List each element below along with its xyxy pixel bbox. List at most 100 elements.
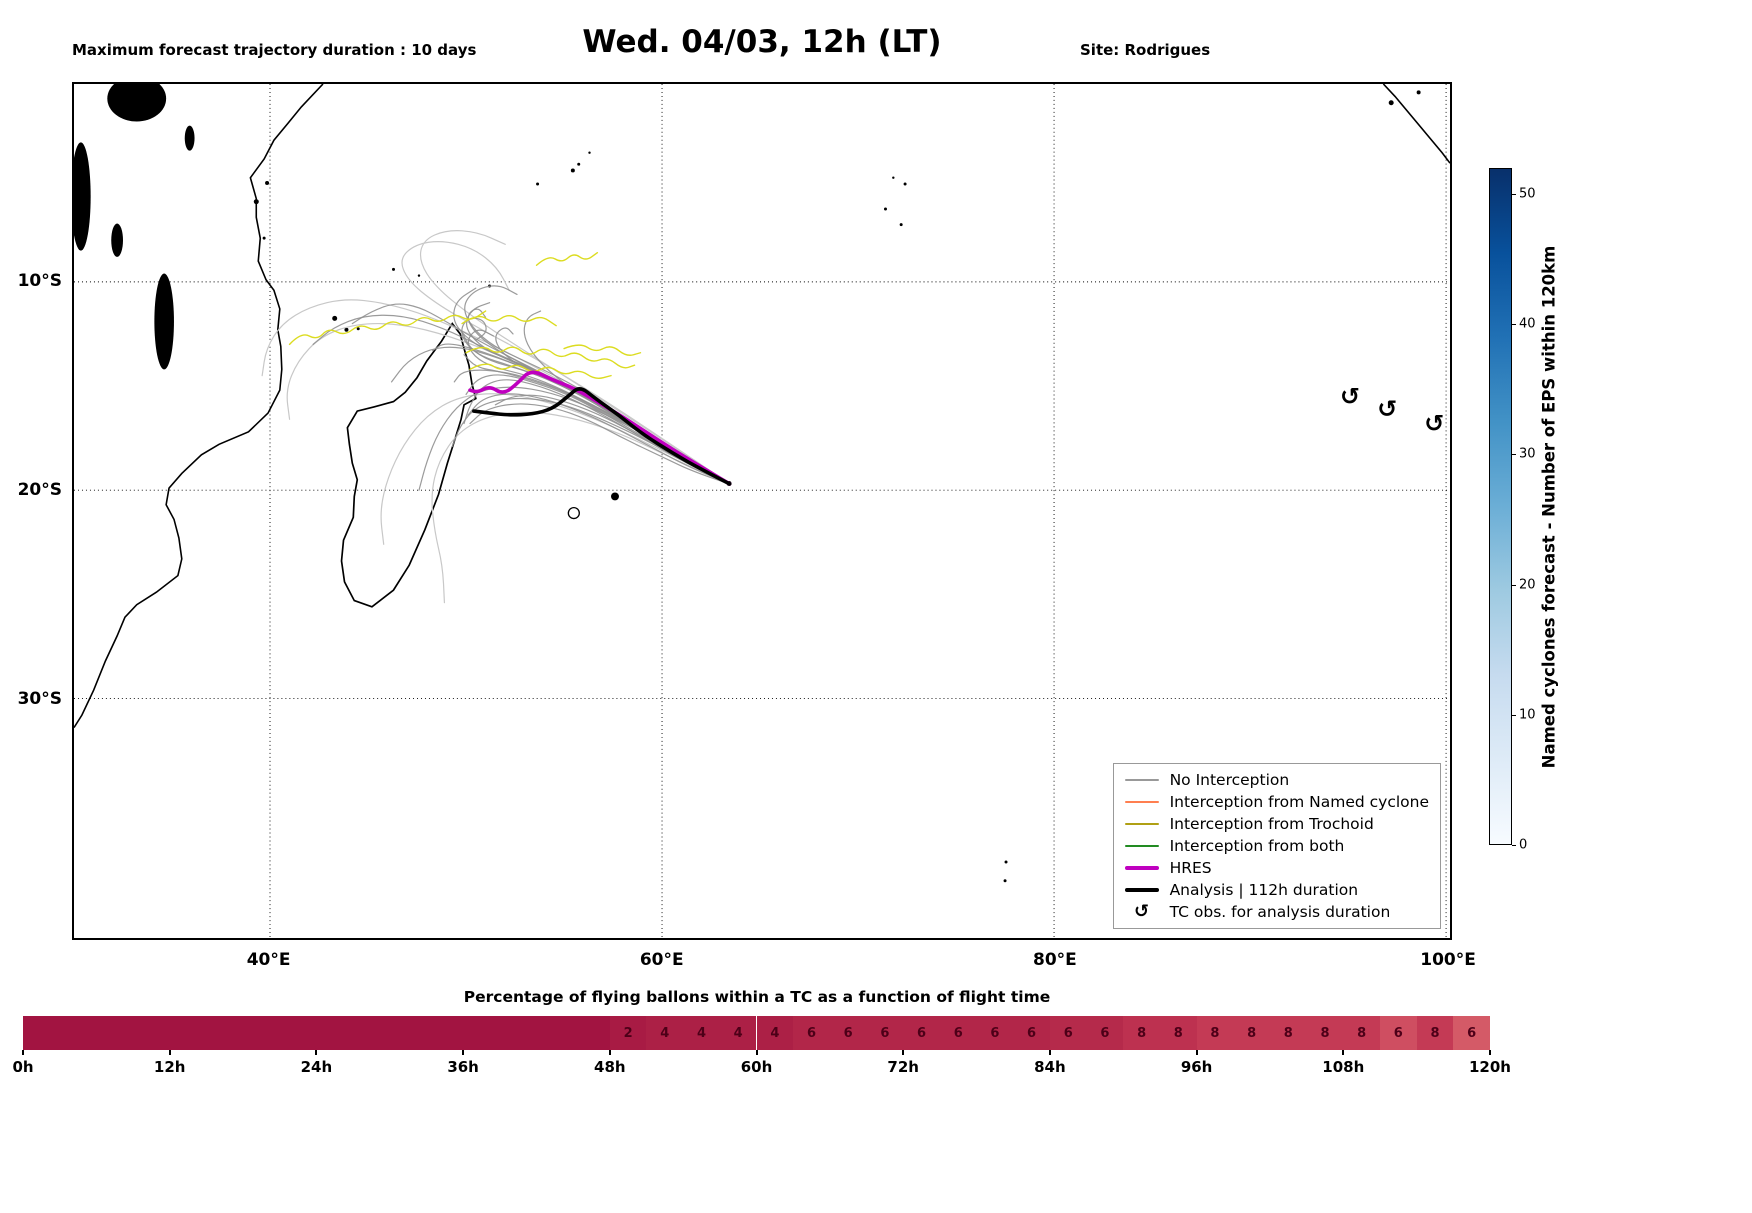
legend-line-sample <box>1124 888 1159 892</box>
tc-bar-segment: 8 <box>1123 1016 1160 1050</box>
header-right-line: Site: Rodrigues <box>1080 41 1211 59</box>
trajectory-trochoid-yellow <box>563 344 642 356</box>
bar-axis-tickmark <box>1342 1050 1345 1055</box>
coastline-sumatra <box>1382 84 1450 164</box>
tc-seg-value: 4 <box>770 1025 780 1041</box>
trajectory-ensemble-gray <box>469 403 731 485</box>
tc-seg-value: 6 <box>1467 1025 1477 1041</box>
trajectory-ensemble-gray <box>467 393 731 485</box>
legend-line-sample <box>1124 823 1159 825</box>
tc-seg-value: 6 <box>843 1025 853 1041</box>
tc-bar-segment: 6 <box>829 1016 867 1050</box>
tc-bar-segment: 6 <box>1379 1016 1417 1050</box>
colorbar-tickmark <box>1512 194 1516 195</box>
legend-item: No Interception <box>1124 771 1429 789</box>
legend-item: Interception from Trochoid <box>1124 815 1429 833</box>
map-panel: ↺ ↺ ↺ No Interception Interception from Nam… <box>72 82 1452 940</box>
trajectory-ensemble-gray <box>453 287 731 485</box>
tc-seg-value: 6 <box>990 1025 1000 1041</box>
tc-bar-segment: 8 <box>1159 1016 1197 1050</box>
trajectory-ensemble-faded <box>431 411 731 604</box>
island-dot <box>611 492 619 501</box>
legend-item-label: TC obs. for analysis duration <box>1169 903 1391 921</box>
legend-item-label: Interception from Trochoid <box>1169 815 1374 833</box>
trajectory-ensemble-gray <box>494 394 731 485</box>
island-dot <box>903 182 907 186</box>
tc-obs-icon: ↺ <box>1377 395 1397 423</box>
tc-seg-value: 6 <box>953 1025 963 1041</box>
bar-axis-tick-label: 108h <box>1322 1058 1365 1076</box>
legend-line-sample <box>1124 845 1159 847</box>
bar-axis-tickmark <box>1195 1050 1198 1055</box>
legend-item-label: Interception from Named cyclone <box>1169 793 1429 811</box>
tc-seg-value: 6 <box>880 1025 890 1041</box>
lon-tick-label: 60°E <box>639 950 684 970</box>
bar-axis-tick-label: 84h <box>1034 1058 1066 1076</box>
lat-tick-label: 20°S <box>17 480 62 501</box>
tc-bar-segment: 2 <box>609 1016 647 1050</box>
tc-seg-value: 8 <box>1137 1025 1147 1041</box>
lat-tick-label: 10°S <box>17 270 62 291</box>
island-dot <box>1416 90 1421 95</box>
bar-axis-tickmark <box>315 1050 318 1055</box>
island-dot <box>332 315 338 321</box>
tc-bar-segment: 6 <box>939 1016 977 1050</box>
island-dot <box>1004 860 1008 864</box>
lon-tick-label: 80°E <box>1033 950 1077 970</box>
legend-item-label: Analysis | 112h duration <box>1169 881 1359 899</box>
tc-bar-segment-base <box>23 1016 610 1050</box>
tc-seg-value: 8 <box>1247 1025 1257 1041</box>
bar-axis-tick-label: 12h <box>153 1058 186 1076</box>
colorbar-tickmark <box>1512 584 1516 586</box>
lake-shape <box>107 84 167 122</box>
tc-obs-icon: ↺ <box>1340 382 1360 410</box>
tc-bar-segment: 8 <box>1343 1016 1380 1050</box>
island-dot <box>899 223 903 227</box>
tc-bar-segment: 6 <box>793 1016 830 1050</box>
tc-bar-segment: 8 <box>1196 1016 1234 1050</box>
legend-item-label: No Interception <box>1169 771 1290 789</box>
bar-axis-tick-label: 0h <box>12 1058 34 1076</box>
tc-seg-value: 4 <box>696 1025 706 1041</box>
trajectory-trochoid-yellow <box>465 346 636 369</box>
island-dot <box>570 168 575 173</box>
trajectory-trochoid-yellow <box>461 315 557 327</box>
tc-bar-segment: 4 <box>719 1016 757 1050</box>
island-dot <box>356 327 360 331</box>
tc-seg-value: 8 <box>1210 1025 1220 1041</box>
island-dot <box>1003 879 1007 883</box>
tc-seg-value: 4 <box>660 1025 670 1041</box>
tc-seg-value: 2 <box>623 1025 633 1041</box>
coastline-madagascar <box>340 322 477 608</box>
colorbar-tickmark <box>1512 714 1516 716</box>
lake-shape <box>184 125 195 151</box>
bar-axis-tick-label: 36h <box>447 1058 479 1076</box>
legend-line-sample <box>1124 866 1159 870</box>
map-canvas: ↺ ↺ ↺ <box>74 84 1450 938</box>
colorbar-tick-label: 30 <box>1519 446 1536 462</box>
bar-axis-tick-label: 60h <box>740 1058 773 1076</box>
tc-seg-value: 6 <box>1393 1025 1403 1041</box>
colorbar-tick-label: 10 <box>1519 707 1536 723</box>
colorbar-label: Named cyclones forecast - Number of EPS … <box>1539 245 1559 769</box>
island-dot <box>588 151 591 154</box>
colorbar-tickmark <box>1512 324 1516 326</box>
legend-item-label: Interception from both <box>1169 837 1345 855</box>
tc-bar-segment: 8 <box>1416 1016 1454 1050</box>
colorbar-tick-label: 40 <box>1519 316 1536 332</box>
legend-item-label: HRES <box>1169 859 1212 877</box>
island-dot <box>892 176 895 179</box>
lake-shape <box>154 273 174 370</box>
trajectory-trochoid-yellow <box>535 252 599 266</box>
legend-item: Interception from both <box>1124 837 1429 855</box>
legend-item: ↺ TC obs. for analysis duration <box>1125 903 1429 922</box>
bar-axis-tickmark <box>22 1050 24 1055</box>
bar-axis-tick-label: 48h <box>594 1058 626 1076</box>
trajectory-trochoid-yellow <box>288 310 487 346</box>
tc-bar-segment: 4 <box>646 1016 684 1050</box>
tc-obs-icon: ↺ <box>1424 410 1444 438</box>
tc-bar-segment: 4 <box>756 1016 794 1050</box>
bar-axis-tick-label: 72h <box>887 1058 919 1076</box>
trajectory-trochoid-yellow <box>469 363 612 380</box>
